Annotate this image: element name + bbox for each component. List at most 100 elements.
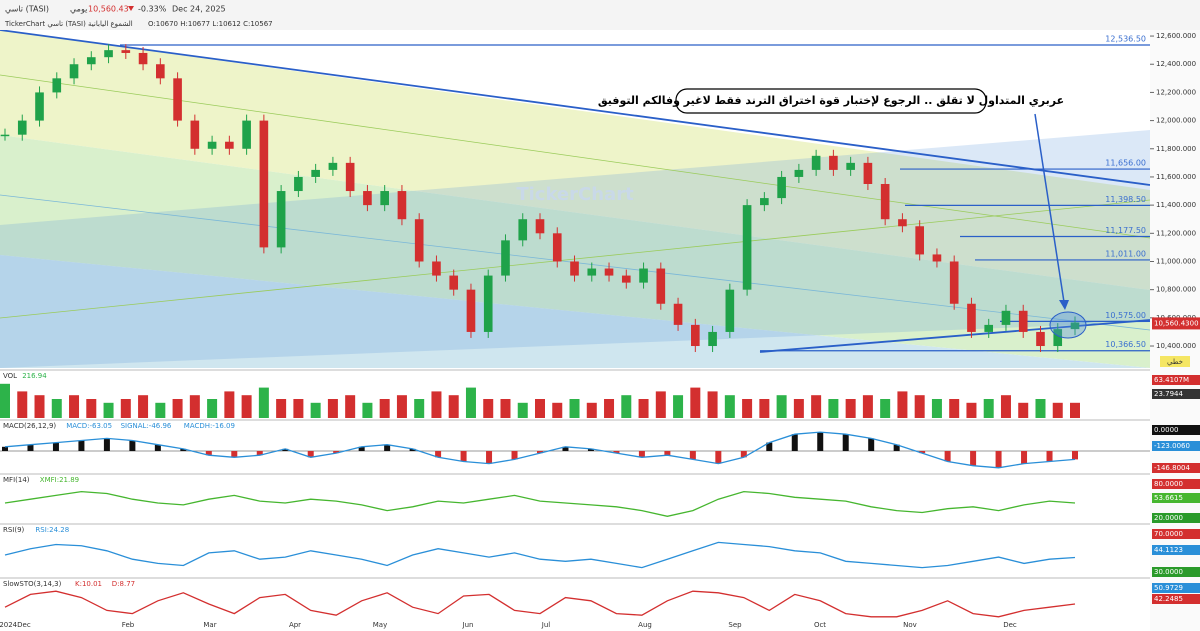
hist-bar <box>893 444 900 451</box>
last-price-label: 10,560.4300 <box>1154 319 1199 327</box>
candle <box>414 219 424 262</box>
volume-bar <box>276 399 287 418</box>
candle <box>811 155 821 170</box>
candle <box>604 268 614 276</box>
value-tag-label: 20.0000 <box>1154 514 1183 522</box>
volume-bar <box>759 399 770 418</box>
candle <box>621 275 631 283</box>
annotation-box <box>675 88 987 114</box>
hist-bar <box>791 434 798 451</box>
candle <box>0 134 10 137</box>
panel-label: SIGNAL:-46.96 <box>121 422 172 430</box>
candle <box>552 233 562 262</box>
candle <box>259 120 269 248</box>
volume-bar <box>69 395 80 418</box>
volume-bar <box>569 399 580 418</box>
candle <box>466 289 476 332</box>
level-label: 12,536.50 <box>1105 35 1146 44</box>
candle <box>69 64 79 79</box>
volume-bar <box>655 391 666 418</box>
value-tag-label: 53.6615 <box>1154 494 1183 502</box>
y-tick-label: 12,600.000 <box>1156 32 1196 40</box>
down-arrow <box>128 6 134 11</box>
header-bar <box>0 0 1200 30</box>
candle <box>932 254 942 262</box>
period: يومي <box>70 5 87 14</box>
candle <box>691 324 700 347</box>
volume-bar <box>258 387 269 418</box>
hist-bar <box>817 432 824 451</box>
candle <box>173 78 182 121</box>
candle <box>880 183 890 220</box>
volume-bar <box>1000 395 1011 418</box>
rising-channel <box>0 130 1150 368</box>
candle <box>432 261 441 276</box>
value-tag <box>1152 545 1200 555</box>
level-label: 11,011.00 <box>1105 249 1146 258</box>
level-label: 10,575.00 <box>1105 311 1146 320</box>
candle <box>967 303 976 332</box>
volume-bar <box>34 395 45 418</box>
hist-bar <box>205 451 212 456</box>
y-tick-label: 12,400.000 <box>1156 60 1196 68</box>
hist-bar <box>1021 451 1028 464</box>
value-tag <box>1152 594 1200 604</box>
candle <box>708 331 717 347</box>
volume-bar <box>241 395 252 418</box>
value-tag-label: 70.0000 <box>1154 530 1183 538</box>
hist-bar <box>52 442 59 451</box>
volume-bar <box>189 395 200 418</box>
hist-bar <box>282 448 289 451</box>
hist-bar <box>944 451 951 462</box>
value-tag <box>1152 389 1200 399</box>
candle <box>587 268 597 276</box>
hist-bar <box>486 451 493 464</box>
x-tick-label: Aug <box>638 621 652 629</box>
volume-bar <box>500 399 511 418</box>
hist-bar <box>613 451 620 454</box>
indicator-line <box>4 431 1076 469</box>
arrow-head <box>1059 300 1069 310</box>
volume-bar <box>379 399 390 418</box>
candle <box>794 169 804 177</box>
hist-bar <box>537 451 543 454</box>
volume-bar <box>552 402 563 418</box>
volume-bar <box>17 391 28 418</box>
candle <box>86 57 96 65</box>
panel-label: MACD:-63.05 <box>66 422 112 430</box>
chart-info: TickerChart تاسي (TASI) الشموع اليابانية <box>4 20 133 28</box>
hist-bar <box>435 451 442 458</box>
candle <box>294 176 303 192</box>
candle <box>673 303 683 325</box>
volume-bar <box>414 399 425 418</box>
y-tick-label: 11,000.000 <box>1156 257 1196 265</box>
hist-bar <box>511 451 518 460</box>
candle <box>777 176 786 199</box>
watermark: TickerChart <box>516 184 634 205</box>
indicator-line <box>4 541 1076 569</box>
volume-bar <box>431 391 442 418</box>
candle <box>104 50 113 58</box>
level-label: 11,656.00 <box>1105 159 1146 168</box>
value-tag-label: 30.0000 <box>1154 568 1183 576</box>
volume-bar <box>207 399 218 418</box>
volume-bar <box>224 391 235 418</box>
x-tick-label: Jul <box>541 621 551 629</box>
volume-bar <box>1035 399 1046 418</box>
hist-bar <box>103 438 110 451</box>
candle <box>242 120 251 149</box>
volume-bar <box>120 399 131 418</box>
candle <box>656 268 666 304</box>
hist-bar <box>231 451 238 458</box>
candle <box>345 162 355 192</box>
volume-bar <box>483 399 494 418</box>
hist-bar <box>409 448 416 451</box>
sell-tag-bg <box>1160 356 1190 367</box>
candle <box>1053 329 1063 347</box>
volume-bar <box>138 395 149 418</box>
y-tick-label: 12,200.000 <box>1156 88 1196 96</box>
value-tag <box>1152 567 1200 577</box>
volume-bar <box>862 395 873 418</box>
hist-bar <box>307 451 314 458</box>
hist-bar <box>333 451 340 454</box>
